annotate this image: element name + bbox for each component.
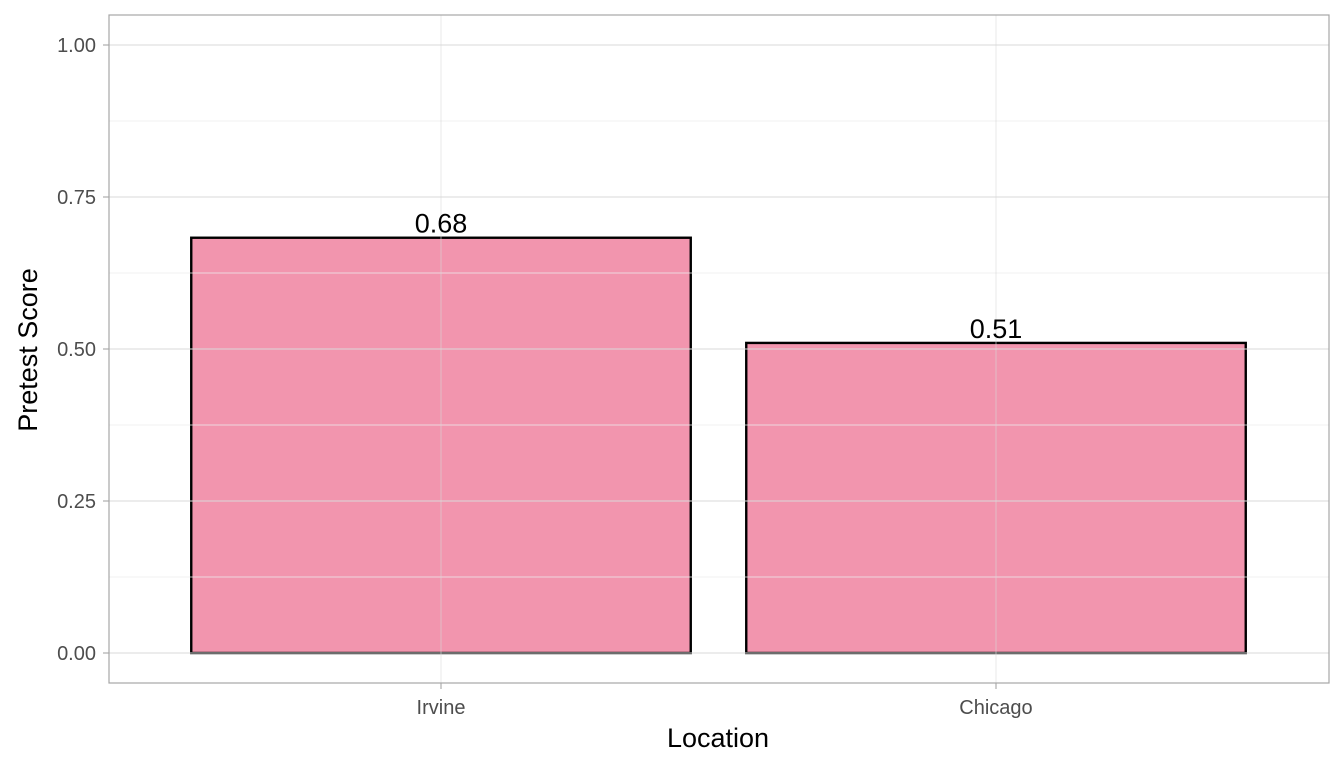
x-tick-label-irvine: Irvine <box>417 697 466 719</box>
x-tick-label-chicago: Chicago <box>959 697 1032 719</box>
y-tick-label: 0.00 <box>57 643 96 665</box>
bars-layer <box>190 236 1247 655</box>
y-tick-label: 0.75 <box>57 187 96 209</box>
y-tick-label: 0.50 <box>57 339 96 361</box>
y-tick-label: 0.25 <box>57 491 96 513</box>
y-tick-label: 1.00 <box>57 35 96 57</box>
y-axis-title: Pretest Score <box>13 268 43 432</box>
grid-layer <box>109 15 1329 683</box>
x-axis-title: Location <box>667 723 769 753</box>
data-label-chicago: 0.51 <box>970 314 1023 344</box>
ticks-layer: 0.00 0.25 0.50 0.75 1.00 Irvine Chicago <box>57 35 1033 719</box>
data-label-irvine: 0.68 <box>415 209 468 239</box>
data-labels-layer: 0.68 0.51 <box>415 209 1023 344</box>
